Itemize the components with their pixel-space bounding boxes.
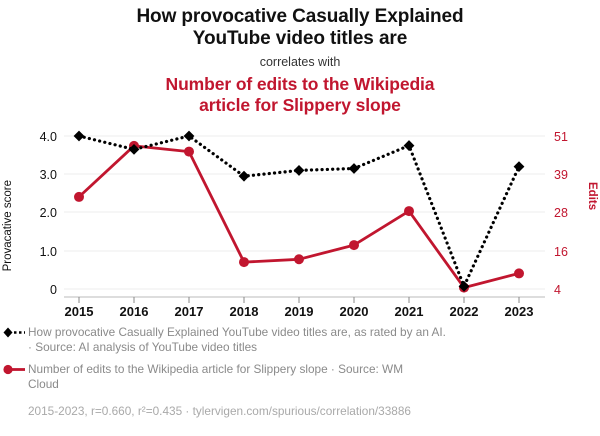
y-left-tick-2: 2.0 <box>40 206 57 220</box>
legend-item-provocative-score: How provocative Casually Explained YouTu… <box>0 325 600 354</box>
y-axis-left-ticks: 4.0 3.0 2.0 1.0 0 <box>40 130 57 297</box>
data-point-marker <box>128 143 140 155</box>
data-point-marker <box>293 165 305 176</box>
y-axis-right-label: Edits <box>586 182 598 211</box>
legend-label-edits-line2: Cloud <box>28 376 59 391</box>
page-title: How provocative Casually Explained YouTu… <box>0 0 600 50</box>
data-point-marker <box>73 130 85 142</box>
chart-svg: 4.0 3.0 2.0 1.0 0 51 39 28 16 4 2015 201… <box>40 130 568 319</box>
legend-label-provocative-score-line1: How provocative Casually Explained YouTu… <box>28 325 446 339</box>
legend-label-edits-line1: Number of edits to the Wikipedia article… <box>28 362 404 376</box>
data-point-marker <box>74 191 84 202</box>
series-edits <box>74 140 524 293</box>
data-point-marker <box>184 146 194 157</box>
page-subtitle: Number of edits to the Wikipedia article… <box>0 70 600 116</box>
y-right-tick-0: 4 <box>554 283 561 297</box>
data-point-marker <box>403 140 415 151</box>
data-point-marker <box>514 268 524 279</box>
x-tick-2020: 2020 <box>340 304 369 319</box>
title-block: How provocative Casually Explained YouTu… <box>0 0 600 116</box>
x-tick-2016: 2016 <box>120 304 149 319</box>
legend-label-provocative-score: How provocative Casually Explained YouTu… <box>28 325 548 354</box>
chart-legend: How provocative Casually Explained YouTu… <box>0 325 600 399</box>
series-line <box>77 134 521 291</box>
x-tick-2019: 2019 <box>285 304 314 319</box>
page-title-line1: How provocative Casually Explained <box>136 6 464 27</box>
page-title-line2: YouTube video titles are <box>192 28 408 49</box>
page-subtitle-line2: article for Slippery slope <box>199 95 401 115</box>
data-point-marker <box>348 163 360 174</box>
y-right-tick-4: 51 <box>554 130 568 144</box>
x-tick-2023: 2023 <box>505 304 534 319</box>
legend-item-edits: Number of edits to the Wikipedia article… <box>0 362 600 391</box>
data-point-marker <box>183 130 195 142</box>
x-tick-2021: 2021 <box>395 304 424 319</box>
y-right-tick-1: 16 <box>554 245 568 259</box>
data-point-marker <box>513 161 525 172</box>
data-point-marker <box>458 280 470 292</box>
y-right-tick-2: 28 <box>554 206 568 220</box>
chart-footer-source: 2015-2023, r=0.660, r²=0.435 · tylervige… <box>28 404 411 418</box>
x-tick-2015: 2015 <box>65 304 94 319</box>
x-tick-2018: 2018 <box>230 304 259 319</box>
correlates-with-label: correlates with <box>259 55 341 69</box>
y-axis-right-ticks: 51 39 28 16 4 <box>554 130 568 297</box>
y-left-tick-3: 3.0 <box>40 168 57 182</box>
red-circle-solid-icon <box>3 364 25 375</box>
y-left-tick-0: 0 <box>50 283 57 297</box>
data-point-marker <box>239 257 249 268</box>
data-point-marker <box>404 206 414 217</box>
data-point-marker <box>294 254 304 265</box>
x-axis-ticks: 2015 2016 2017 2018 2019 2020 2021 2022 … <box>65 304 534 319</box>
y-right-tick-3: 39 <box>554 168 568 182</box>
chart-plot-area: Provacative score Edits <box>0 120 600 320</box>
y-left-tick-1: 1.0 <box>40 245 57 259</box>
x-axis-line <box>64 296 545 303</box>
black-diamond-dotted-icon <box>3 327 25 338</box>
page-subtitle-line1: Number of edits to the Wikipedia <box>165 74 435 94</box>
data-point-marker <box>349 240 359 251</box>
x-tick-2017: 2017 <box>175 304 204 319</box>
y-left-tick-4: 4.0 <box>40 130 57 144</box>
legend-label-edits: Number of edits to the Wikipedia article… <box>28 362 548 391</box>
legend-label-provocative-score-line2: · Source: AI analysis of YouTube video t… <box>28 339 258 354</box>
series-provocative-score <box>73 130 525 292</box>
x-tick-2022: 2022 <box>450 304 479 319</box>
